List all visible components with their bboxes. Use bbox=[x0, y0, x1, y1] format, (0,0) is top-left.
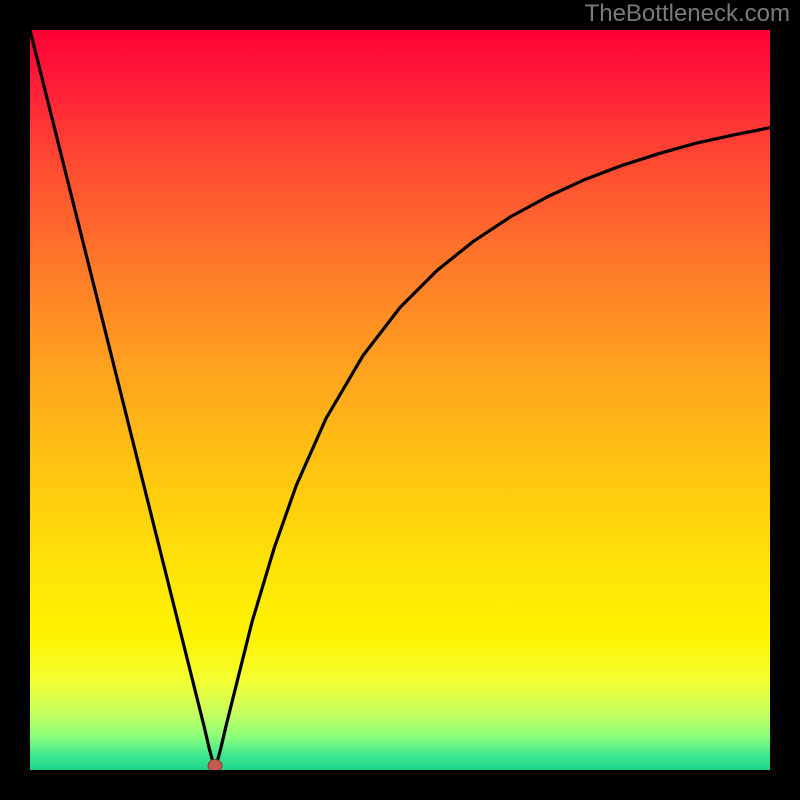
chart-root: TheBottleneck.com bbox=[0, 0, 800, 800]
background-gradient bbox=[30, 30, 770, 770]
watermark-text: TheBottleneck.com bbox=[585, 0, 790, 28]
plot-area bbox=[30, 30, 770, 770]
